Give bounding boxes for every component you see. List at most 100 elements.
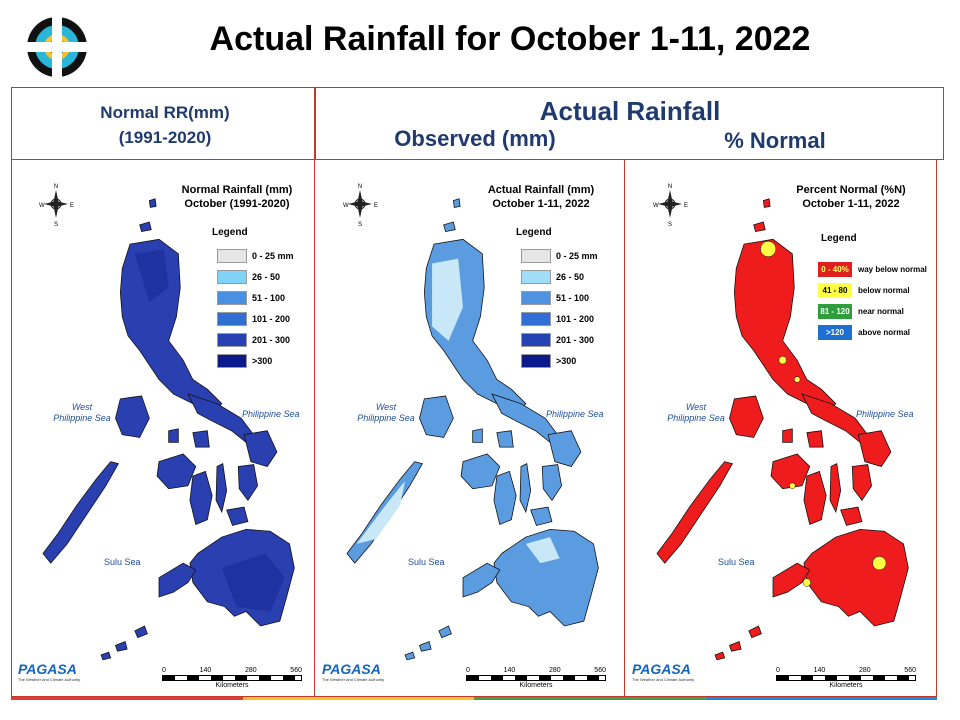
sulu-sea-label: Sulu Sea — [718, 557, 755, 567]
legend-swatch: 81 - 120 — [818, 304, 852, 319]
band-green — [474, 697, 706, 700]
compass-rose-icon: N S W E — [653, 184, 688, 227]
legend-item: 26 - 50 — [217, 266, 294, 287]
scale-unit: Kilometers — [215, 682, 249, 689]
band-blue — [705, 697, 937, 700]
island-shape — [119, 238, 223, 414]
map-title-line1: Percent Normal (%N) — [796, 184, 906, 196]
legend: 0 - 40% way below normal 41 - 80 below norm… — [818, 259, 927, 343]
island-shape — [541, 464, 563, 502]
legend-label: 101 - 200 — [252, 313, 291, 324]
legend-swatch — [217, 311, 247, 326]
island-shape — [100, 651, 112, 661]
island-shape — [851, 464, 873, 502]
light-rain-patch — [432, 258, 463, 341]
island-shape — [115, 395, 150, 438]
map-title-line1: Actual Rainfall (mm) — [487, 184, 595, 196]
legend-swatch: 41 - 80 — [818, 283, 852, 298]
island-shape — [714, 651, 726, 661]
scale-tick-label: 560 — [904, 667, 916, 674]
scale-tick-label: 560 — [594, 667, 606, 674]
page-title: Actual Rainfall for October 1-11, 2022 — [209, 20, 811, 58]
legend-item: 0 - 25 mm — [217, 245, 294, 266]
scale-bar: 0 140 280 560 Kilometers — [776, 667, 916, 689]
sulu-sea-label: Sulu Sea — [408, 557, 445, 567]
legend-title: Legend — [212, 227, 248, 238]
island-shape — [452, 198, 461, 208]
legend-label: above normal — [858, 328, 911, 337]
below-normal-spot — [802, 578, 811, 587]
island-shape — [729, 395, 764, 438]
scale-tick-label: 140 — [503, 667, 516, 674]
scale-unit: Kilometers — [519, 682, 553, 689]
island-shape — [156, 453, 197, 490]
legend-item: 51 - 100 — [217, 287, 294, 308]
island-shape — [134, 625, 148, 639]
legend: 0 - 25 mm 26 - 50 51 - 100 101 - 200 201 - 3… — [521, 245, 598, 371]
legend-swatch: 0 - 40% — [818, 262, 852, 277]
below-normal-spot — [789, 482, 796, 489]
island-shape — [419, 395, 454, 438]
island-shape — [237, 464, 259, 502]
svg-text:S: S — [358, 222, 362, 227]
philippines-map — [656, 198, 909, 661]
map-title-line1: Normal Rainfall (mm) — [181, 184, 293, 196]
island-shape — [148, 198, 157, 208]
scale-tick-label: 140 — [199, 667, 212, 674]
island-shape — [840, 506, 863, 526]
legend-label: below normal — [858, 286, 910, 295]
below-normal-spot — [778, 356, 787, 365]
island-shape — [803, 470, 827, 526]
svg-text:N: N — [54, 184, 58, 190]
island-shape — [748, 625, 762, 639]
legend-swatch — [217, 248, 247, 263]
legend-swatch — [521, 290, 551, 305]
philippines-map — [42, 198, 295, 661]
island-shape — [729, 640, 742, 652]
legend-label: >300 — [252, 355, 273, 366]
island-shape — [472, 428, 483, 443]
island-shape — [772, 562, 811, 598]
normal-header-line1: Normal RR(mm) — [100, 103, 230, 122]
scale-tick-label: 280 — [548, 667, 561, 674]
island-shape — [139, 221, 152, 233]
island-shape — [493, 528, 599, 627]
scale-tick-label: 560 — [290, 667, 302, 674]
legend-item: 101 - 200 — [521, 308, 598, 329]
legend-label: 26 - 50 — [556, 271, 585, 282]
legend-label: >300 — [556, 355, 577, 366]
legend-item: 81 - 120 near normal — [818, 301, 927, 322]
legend-swatch — [217, 269, 247, 284]
svg-text:E: E — [70, 203, 74, 209]
sulu-sea-label: Sulu Sea — [104, 557, 141, 567]
scale-bar-graphic — [162, 675, 302, 681]
legend-item: 201 - 300 — [217, 329, 294, 350]
legend-item: 201 - 300 — [521, 329, 598, 350]
island-shape — [460, 453, 501, 490]
panel-percent: N S W E Percent Normal (%N) October 1-11, 202… — [626, 159, 936, 697]
legend-item: >300 — [521, 350, 598, 371]
map-title-line2: October 1-11, 2022 — [492, 198, 590, 210]
island-shape — [226, 506, 249, 526]
west-sea-label-line1: West — [685, 402, 707, 412]
svg-text:S: S — [54, 222, 58, 227]
legend-title: Legend — [516, 227, 552, 238]
compass-rose-icon: N S W E — [39, 184, 74, 227]
map-title-line2: October (1991-2020) — [184, 198, 290, 210]
svg-text:N: N — [668, 184, 672, 190]
island-shape — [189, 470, 213, 526]
compass-rose-icon: N S W E — [343, 184, 378, 227]
legend-item: >300 — [217, 350, 294, 371]
legend-item: 51 - 100 — [521, 287, 598, 308]
island-shape — [115, 640, 128, 652]
band-red — [11, 697, 243, 700]
island-shape — [168, 428, 179, 443]
legend-label: 0 - 25 mm — [252, 250, 294, 261]
west-sea-label-line2: Philippine Sea — [357, 413, 415, 423]
island-shape — [404, 651, 416, 661]
svg-text:E: E — [374, 203, 378, 209]
panel-frame-percent — [624, 159, 937, 697]
svg-text:W: W — [343, 203, 349, 209]
west-sea-label-line2: Philippine Sea — [667, 413, 725, 423]
legend-swatch: >120 — [818, 325, 852, 340]
